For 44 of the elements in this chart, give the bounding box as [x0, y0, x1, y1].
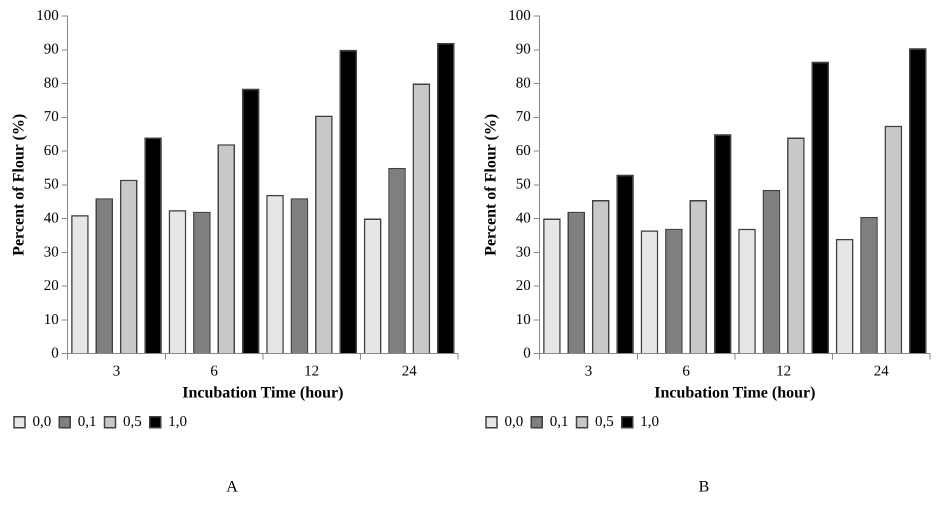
y-tick-label: 90: [44, 42, 59, 58]
y-axis-title: Percent of Flour (%): [482, 114, 500, 256]
y-tick-label: 20: [44, 278, 59, 294]
legend-label: 0,0: [504, 414, 524, 430]
y-tick-label: 100: [36, 8, 59, 24]
x-tick-label: 24: [874, 364, 890, 380]
legend-label: 1,0: [640, 414, 659, 430]
x-tick-label: 6: [682, 364, 690, 380]
x-axis-title: Incubation Time (hour): [654, 384, 816, 402]
legend-label: 0,1: [78, 414, 96, 430]
y-tick-label: 0: [51, 346, 59, 362]
x-tick-label: 6: [210, 364, 218, 380]
x-tick-label: 12: [776, 364, 792, 380]
y-tick-label: 20: [516, 278, 531, 294]
y-tick-label: 100: [508, 8, 531, 24]
y-tick-label: 40: [516, 210, 531, 226]
y-tick-label: 10: [44, 312, 59, 328]
y-tick-label: 60: [44, 142, 59, 159]
text: A: [226, 478, 238, 496]
legend-label: 0,5: [595, 414, 614, 430]
y-tick-label: 80: [516, 75, 531, 92]
y-tick-label: 90: [516, 42, 531, 58]
text: B: [698, 478, 710, 496]
y-tick-label: 30: [44, 244, 59, 260]
x-axis-title: Incubation Time (hour): [182, 384, 344, 402]
legend-label: 0,0: [32, 414, 52, 430]
y-tick-label: 30: [516, 244, 531, 260]
x-tick-label: 3: [584, 364, 592, 380]
y-tick-label: 70: [516, 109, 531, 126]
y-tick-label: 0: [523, 346, 531, 362]
y-tick-label: 10: [516, 312, 531, 328]
y-tick-label: 50: [516, 176, 531, 193]
x-tick-label: 24: [402, 364, 418, 380]
y-tick-label: 80: [44, 75, 59, 92]
legend-label: 0,1: [550, 414, 568, 430]
y-tick-label: 70: [44, 109, 59, 126]
legend-label: 0,5: [123, 414, 142, 430]
y-tick-label: 60: [516, 142, 531, 159]
legend-label: 1,0: [168, 414, 187, 430]
y-axis-title: Percent of Flour (%): [10, 114, 28, 256]
y-tick-label: 50: [44, 176, 59, 193]
x-tick-label: 3: [112, 364, 120, 380]
x-tick-label: 12: [304, 364, 320, 380]
y-tick-label: 40: [44, 210, 59, 226]
